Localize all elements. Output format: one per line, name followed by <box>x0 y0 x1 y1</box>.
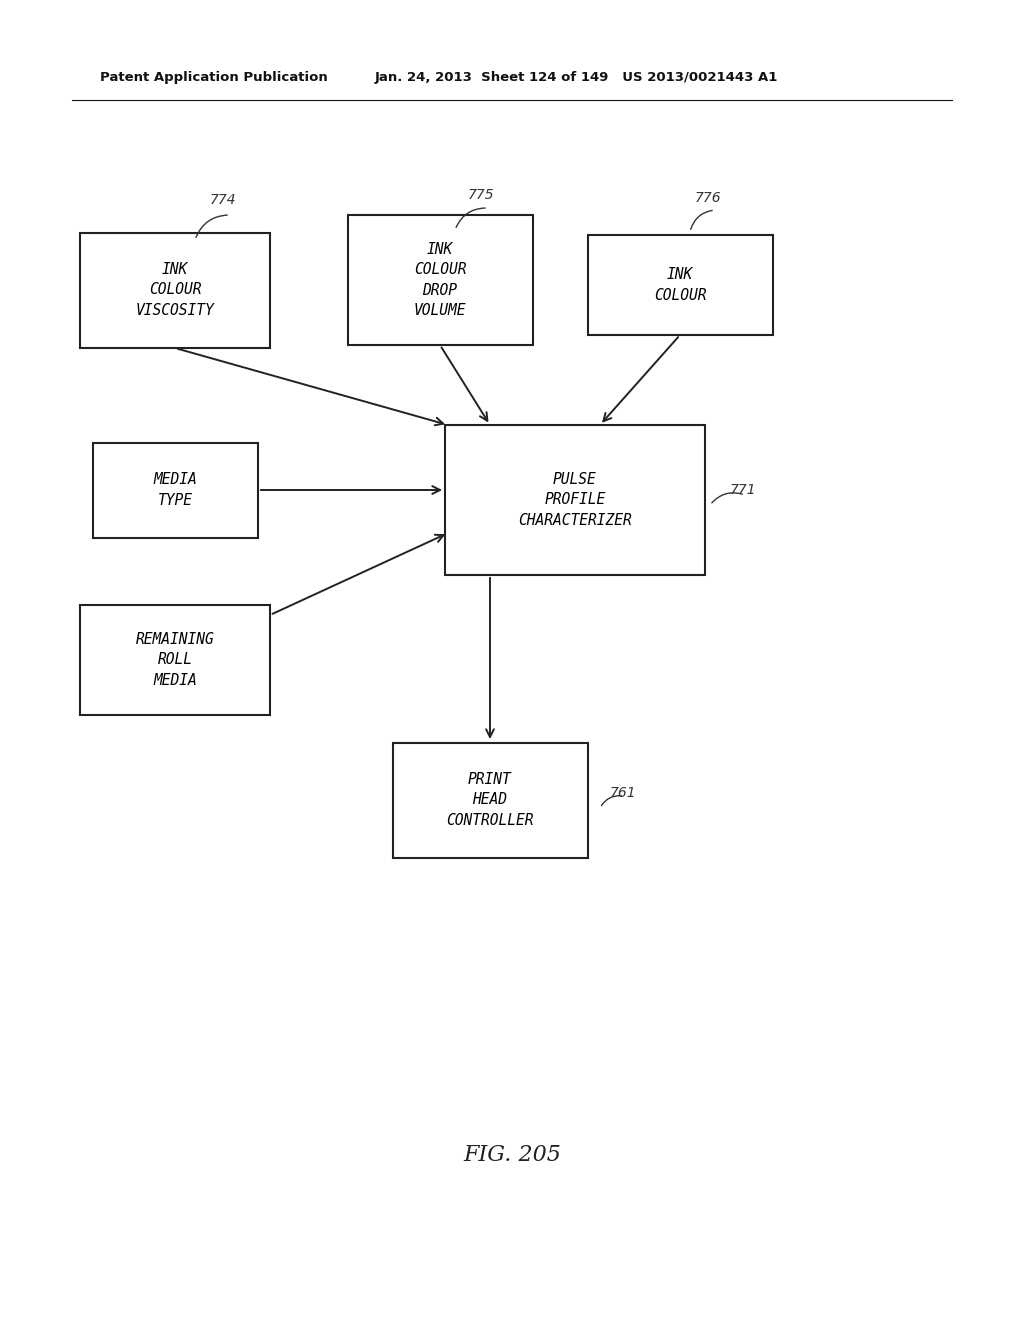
Bar <box>80 605 270 715</box>
Text: INK
COLOUR
DROP
VOLUME: INK COLOUR DROP VOLUME <box>414 242 466 318</box>
Bar <box>588 235 772 335</box>
Text: PRINT
HEAD
CONTROLLER: PRINT HEAD CONTROLLER <box>446 772 534 828</box>
Text: 776: 776 <box>695 191 722 205</box>
Text: INK
COLOUR: INK COLOUR <box>653 267 707 302</box>
Text: MEDIA
TYPE: MEDIA TYPE <box>154 473 197 508</box>
Text: INK
COLOUR
VISCOSITY: INK COLOUR VISCOSITY <box>135 263 214 318</box>
Text: Jan. 24, 2013  Sheet 124 of 149   US 2013/0021443 A1: Jan. 24, 2013 Sheet 124 of 149 US 2013/0… <box>375 71 778 84</box>
Text: 771: 771 <box>730 483 757 498</box>
Text: FIG. 205: FIG. 205 <box>463 1144 561 1166</box>
Bar <box>392 742 588 858</box>
Text: 761: 761 <box>610 785 637 800</box>
Text: REMAINING
ROLL
MEDIA: REMAINING ROLL MEDIA <box>135 632 214 688</box>
Text: Patent Application Publication: Patent Application Publication <box>100 71 328 84</box>
Text: PULSE
PROFILE
CHARACTERIZER: PULSE PROFILE CHARACTERIZER <box>518 473 632 528</box>
Bar <box>80 232 270 347</box>
Bar <box>445 425 705 576</box>
Text: 775: 775 <box>468 187 495 202</box>
Text: 774: 774 <box>210 193 237 207</box>
Bar <box>347 215 532 345</box>
Bar <box>92 442 257 537</box>
